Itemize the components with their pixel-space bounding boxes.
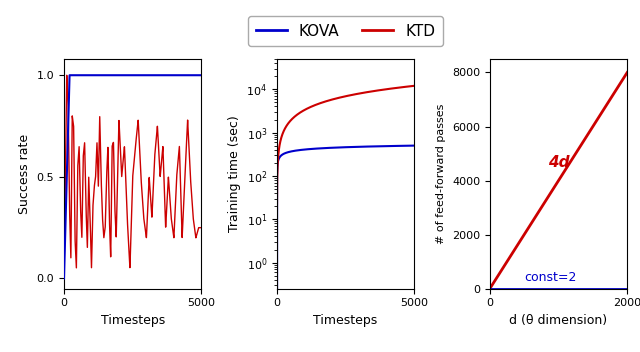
Text: 4d: 4d [548, 155, 570, 170]
X-axis label: d (θ dimension): d (θ dimension) [509, 314, 607, 327]
Legend: KOVA, KTD: KOVA, KTD [248, 16, 443, 46]
Y-axis label: Success rate: Success rate [18, 134, 31, 214]
Text: const=2: const=2 [524, 271, 577, 283]
X-axis label: Timesteps: Timesteps [314, 314, 378, 327]
X-axis label: Timesteps: Timesteps [100, 314, 165, 327]
Y-axis label: Training time (sec): Training time (sec) [228, 115, 241, 232]
Y-axis label: # of feed-forward passes: # of feed-forward passes [436, 103, 447, 244]
